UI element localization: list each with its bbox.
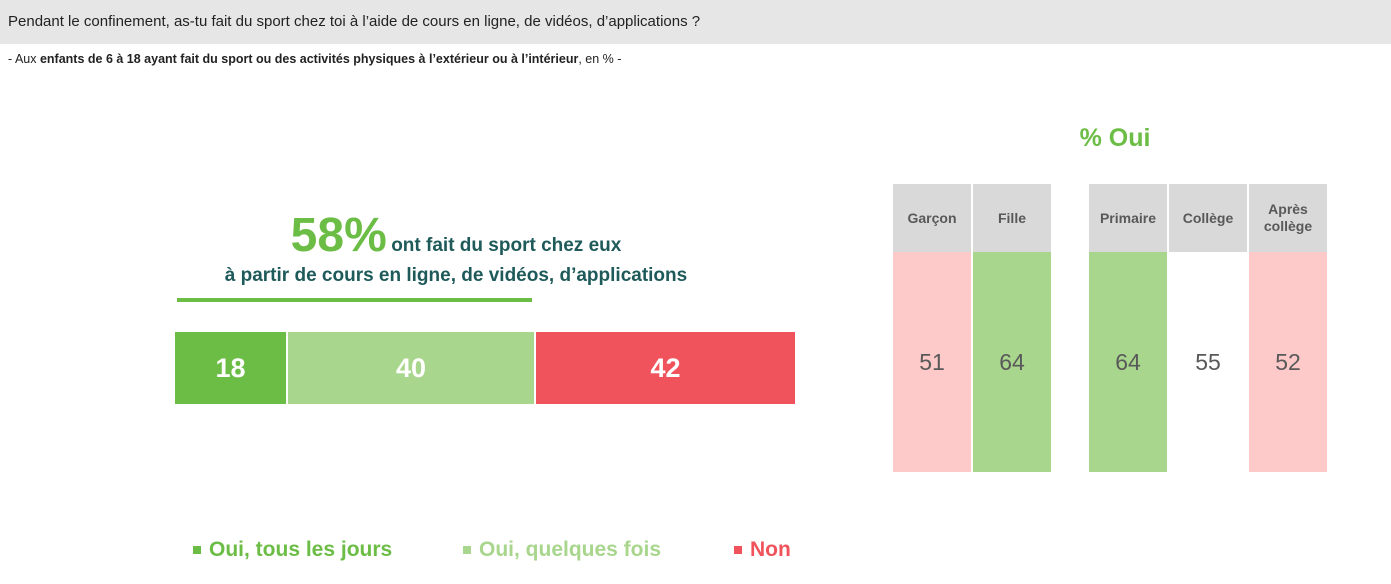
subtitle-bold: enfants de 6 à 18 ayant fait du sport ou…	[39, 52, 579, 66]
subtitle-suffix: , en % -	[578, 52, 622, 66]
column-value: 51	[893, 252, 971, 472]
column-header-text: Après collège	[1263, 201, 1313, 234]
subtitle-prefix: - Aux	[8, 52, 40, 66]
legend-item: Non	[734, 536, 791, 564]
bar-segment: 42	[536, 332, 795, 404]
question-text: Pendant le confinement, as-tu fait du sp…	[8, 13, 701, 30]
headline: 58% ont fait du sport chez eux à partir …	[176, 208, 736, 287]
legend-swatch	[463, 546, 471, 554]
bar-value-label: 40	[395, 352, 427, 383]
column-header: Primaire	[1089, 184, 1167, 252]
bar-value-label: 42	[650, 352, 681, 383]
table-column: Primaire 64	[1089, 184, 1167, 472]
legend-item: Oui, tous les jours	[193, 536, 392, 564]
table-column: Collège 55	[1169, 184, 1247, 472]
column-header: Fille	[973, 184, 1051, 252]
table-column: Fille 64	[973, 184, 1051, 472]
column-value: 64	[973, 252, 1051, 472]
legend-label: Oui, quelques fois	[479, 538, 662, 561]
headline-line1: ont fait du sport chez eux	[391, 235, 622, 256]
bar-segment: 18	[175, 332, 286, 404]
legend-swatch	[193, 546, 201, 554]
table-column: Après collège 52	[1249, 184, 1327, 472]
headline-underline	[177, 298, 532, 302]
column-value: 64	[1089, 252, 1167, 472]
legend-label: Non	[750, 538, 791, 561]
bar-value-label: 18	[215, 352, 246, 383]
headline-percent: 58%	[290, 209, 387, 262]
table-column: Garçon 51	[893, 184, 971, 472]
stacked-bar-chart: 18 40 42	[175, 332, 795, 404]
subtitle: - Aux enfants de 6 à 18 ayant fait du sp…	[8, 52, 621, 66]
legend-item: Oui, quelques fois	[463, 536, 661, 564]
legend-swatch	[734, 546, 742, 554]
legend-label: Oui, tous les jours	[209, 538, 393, 561]
column-header: Collège	[1169, 184, 1247, 252]
column-value: 52	[1249, 252, 1327, 472]
pct-oui-title: % Oui	[1079, 124, 1151, 152]
column-header: Garçon	[893, 184, 971, 252]
question-header: Pendant le confinement, as-tu fait du sp…	[0, 0, 1391, 44]
bar-segment: 40	[288, 332, 534, 404]
column-value: 55	[1169, 252, 1247, 472]
column-header: Après collège	[1249, 184, 1327, 252]
headline-line2: à partir de cours en ligne, de vidéos, d…	[224, 265, 688, 286]
